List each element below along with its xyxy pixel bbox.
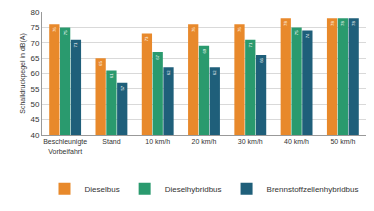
svg-text:45: 45 [30,115,39,124]
svg-text:61: 61 [109,73,114,78]
svg-text:20 km/h: 20 km/h [192,138,217,145]
svg-text:30 km/h: 30 km/h [238,138,263,145]
svg-text:Brennstoffzellenhybridbus: Brennstoffzellenhybridbus [267,185,359,194]
svg-text:78: 78 [330,21,335,26]
svg-text:66: 66 [259,57,264,62]
svg-text:73: 73 [144,36,149,41]
svg-text:75: 75 [63,30,68,35]
svg-text:62: 62 [212,70,217,75]
svg-text:76: 76 [52,27,57,32]
svg-text:60: 60 [30,69,39,78]
svg-text:50: 50 [30,100,39,109]
svg-text:BeschleunigteVorbeifahrt: BeschleunigteVorbeifahrt [43,138,87,154]
svg-text:76: 76 [191,27,196,32]
svg-text:75: 75 [30,23,39,32]
svg-text:10 km/h: 10 km/h [145,138,170,145]
svg-text:50 km/h: 50 km/h [330,138,355,145]
svg-text:65: 65 [30,54,39,63]
svg-text:80: 80 [30,8,39,17]
svg-text:57: 57 [120,85,125,90]
svg-text:78: 78 [340,21,345,26]
svg-text:Stand: Stand [102,138,120,145]
svg-text:65: 65 [98,61,103,66]
svg-text:76: 76 [237,27,242,32]
svg-text:55: 55 [30,85,39,94]
svg-text:Dieselhybridbus: Dieselhybridbus [165,185,222,194]
svg-text:40: 40 [30,131,39,140]
svg-text:40 km/h: 40 km/h [284,138,309,145]
svg-text:67: 67 [155,54,160,59]
svg-text:70: 70 [30,39,39,48]
svg-text:69: 69 [202,48,207,53]
svg-text:74: 74 [305,33,310,38]
svg-text:78: 78 [283,21,288,26]
svg-text:71: 71 [248,42,253,47]
svg-text:Schalldruckpegel in dB(A): Schalldruckpegel in dB(A) [19,33,27,114]
svg-text:71: 71 [73,42,78,47]
svg-text:78: 78 [351,21,356,26]
svg-text:62: 62 [166,70,171,75]
svg-text:75: 75 [294,30,299,35]
svg-text:Dieselbus: Dieselbus [85,185,120,194]
